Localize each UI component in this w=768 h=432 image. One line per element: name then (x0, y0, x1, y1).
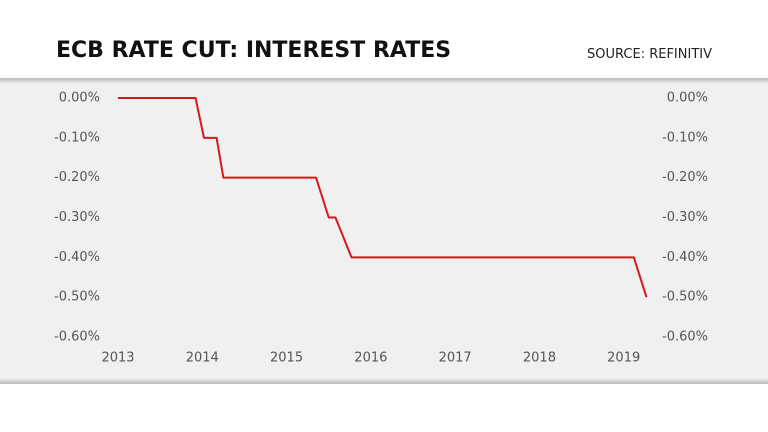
y-tick-label: -0.40% (54, 250, 100, 265)
y-tick-label: -0.50% (54, 290, 100, 305)
chart-title: ECB RATE CUT: INTEREST RATES (56, 38, 451, 63)
y2-tick-label: -0.30% (662, 210, 708, 225)
y2-tick-label: -0.20% (662, 170, 708, 185)
x-tick-label: 2015 (270, 351, 303, 366)
source: SOURCE: REFINITIV (587, 47, 712, 62)
x-tick-label: 2018 (523, 351, 556, 366)
y2-tick-label: 0.00% (667, 91, 708, 106)
y-tick-label: 0.00% (59, 91, 100, 106)
y-tick-label: -0.60% (54, 330, 100, 345)
y2-tick-label: -0.60% (662, 330, 708, 345)
line (118, 97, 648, 298)
y-tick-label: -0.20% (54, 170, 100, 185)
y-tick-label: -0.30% (54, 210, 100, 225)
x-tick-label: 2019 (607, 351, 640, 366)
panel-shadow (0, 378, 768, 384)
panel (0, 78, 768, 384)
y-tick-label: -0.10% (54, 130, 100, 145)
x-tick-label: 2016 (354, 351, 387, 366)
x-tick-label: 2017 (439, 351, 472, 366)
y2-tick-label: -0.40% (662, 250, 708, 265)
x-tick-label: 2014 (186, 351, 219, 366)
y2-tick-label: -0.10% (662, 130, 708, 145)
x-tick-label: 2013 (101, 351, 134, 366)
y2-tick-label: -0.50% (662, 290, 708, 305)
panel-shadow (0, 78, 768, 84)
